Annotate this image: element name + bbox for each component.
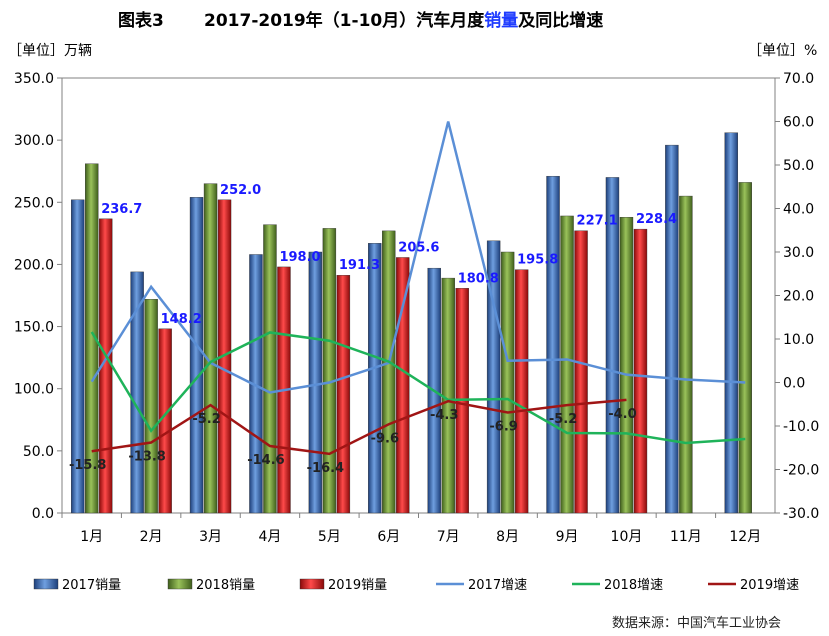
x-axis-category-label: 6月 — [377, 529, 400, 545]
bar-2018销量 — [263, 224, 277, 514]
bar-2018销量 — [500, 251, 515, 514]
legend-label: 2018销量 — [196, 578, 255, 593]
bar-2019销量 — [336, 275, 351, 514]
legend-label: 2017销量 — [62, 578, 121, 593]
right-axis-tick-label: -30.0 — [783, 506, 819, 522]
chart-title-suffix: 及同比增速 — [518, 11, 604, 31]
bar-2017销量 — [368, 243, 382, 514]
bar-2018销量 — [738, 182, 752, 514]
line-2019增速 — [91, 398, 627, 456]
legend-swatch-2018销量 — [167, 578, 193, 590]
right-axis-tick-label: -20.0 — [783, 463, 819, 479]
left-axis-tick-label: 50.0 — [23, 444, 54, 460]
bar-2018销量 — [679, 195, 693, 514]
bar-value-label: 236.7 — [101, 202, 142, 217]
bar-2018销量 — [203, 183, 218, 514]
x-axis-category-label: 9月 — [556, 529, 579, 545]
legend-label: 2018增速 — [604, 578, 663, 593]
x-axis-category-label: 2月 — [140, 529, 163, 545]
growth-value-label: -9.6 — [371, 431, 399, 446]
bar-2019销量 — [574, 230, 588, 514]
right-axis-tick-label: 60.0 — [783, 115, 814, 131]
bar-2017销量 — [605, 177, 620, 514]
left-axis-tick-label: 200.0 — [14, 257, 54, 273]
chart-title: 2017-2019年（1-10月）汽车月度销量及同比增速 — [204, 6, 603, 31]
left-axis-tick-label: 150.0 — [14, 320, 54, 336]
right-axis-tick-label: 10.0 — [783, 332, 814, 348]
left-axis-tick-label: 0.0 — [32, 506, 54, 522]
x-axis-category-label: 7月 — [437, 529, 460, 545]
bar-2018销量 — [619, 216, 634, 514]
x-axis-category-label: 11月 — [670, 529, 702, 545]
bar-value-label: 191.3 — [339, 258, 380, 273]
bar-value-label: 198.0 — [279, 250, 320, 265]
bar-2017销量 — [189, 197, 204, 514]
chart-title-prefix: 图表3 — [118, 11, 164, 31]
chart-title-highlight: 销量 — [484, 11, 519, 31]
line-2018增速 — [90, 331, 746, 445]
bar-2018销量 — [560, 215, 574, 514]
bar-value-label: 227.1 — [577, 214, 618, 229]
bar-value-label: 180.8 — [458, 271, 499, 286]
chart-title-main: 2017-2019年（1-10月）汽车月度 — [204, 11, 485, 31]
bar-2017销量 — [546, 175, 560, 514]
right-axis-tick-label: 70.0 — [783, 71, 814, 87]
bar-2017销量 — [249, 254, 263, 514]
right-axis-tick-label: 0.0 — [783, 376, 805, 392]
growth-value-label: -15.8 — [69, 458, 106, 473]
bar-2018销量 — [85, 163, 99, 514]
left-axis-tick-label: 300.0 — [14, 133, 54, 149]
bar-value-label: 205.6 — [398, 240, 439, 255]
growth-value-label: -13.8 — [128, 450, 165, 465]
bar-2019销量 — [514, 269, 529, 514]
line-2017增速 — [90, 121, 746, 394]
bar-2017销量 — [665, 144, 679, 514]
bar-value-label: 252.0 — [220, 183, 261, 198]
growth-value-label: -4.0 — [608, 407, 636, 422]
right-axis-tick-label: 30.0 — [783, 245, 814, 261]
legend-swatch-2019销量 — [299, 578, 325, 590]
growth-value-label: -6.9 — [489, 420, 517, 435]
x-axis-category-label: 1月 — [80, 529, 103, 545]
left-axis-unit: ［单位］万辆 — [8, 43, 92, 59]
bar-2019销量 — [633, 228, 648, 514]
right-axis-tick-label: 40.0 — [783, 202, 814, 218]
bar-2017销量 — [71, 199, 85, 514]
x-axis-category-label: 3月 — [199, 529, 222, 545]
x-axis-category-label: 4月 — [258, 529, 281, 545]
left-axis-tick-label: 100.0 — [14, 382, 54, 398]
growth-value-label: -4.3 — [430, 408, 458, 423]
bar-2017销量 — [130, 271, 144, 514]
bar-2018销量 — [144, 299, 158, 514]
bar-2018销量 — [322, 228, 337, 514]
bar-2017销量 — [486, 240, 501, 514]
legend-label: 2017增速 — [468, 578, 527, 593]
x-axis-category-label: 10月 — [611, 529, 643, 545]
legend-label: 2019销量 — [328, 578, 387, 593]
bar-value-label: 228.4 — [636, 212, 677, 227]
bar-2019销量 — [396, 257, 410, 514]
growth-value-label: -5.2 — [549, 412, 577, 427]
right-axis-unit: ［单位］% — [748, 43, 818, 59]
growth-value-label: -5.2 — [192, 412, 220, 427]
growth-value-label: -16.4 — [307, 461, 344, 476]
legend-label: 2019增速 — [740, 578, 799, 593]
right-axis-tick-label: 20.0 — [783, 289, 814, 305]
bar-value-label: 148.2 — [161, 312, 202, 327]
source-note: 数据来源：中国汽车工业协会 — [612, 616, 782, 631]
left-axis-tick-label: 350.0 — [14, 71, 54, 87]
growth-value-label: -14.6 — [247, 453, 284, 468]
bar-value-label: 195.8 — [517, 253, 558, 268]
x-axis-category-label: 12月 — [729, 529, 761, 545]
right-axis-tick-label: -10.0 — [783, 419, 819, 435]
x-axis-category-label: 5月 — [318, 529, 341, 545]
x-axis-category-label: 8月 — [496, 529, 519, 545]
bar-2017销量 — [724, 132, 738, 514]
right-axis-tick-label: 50.0 — [783, 158, 814, 174]
left-axis-tick-label: 250.0 — [14, 195, 54, 211]
bar-2018销量 — [382, 230, 396, 514]
legend-swatch-2017销量 — [33, 578, 59, 590]
